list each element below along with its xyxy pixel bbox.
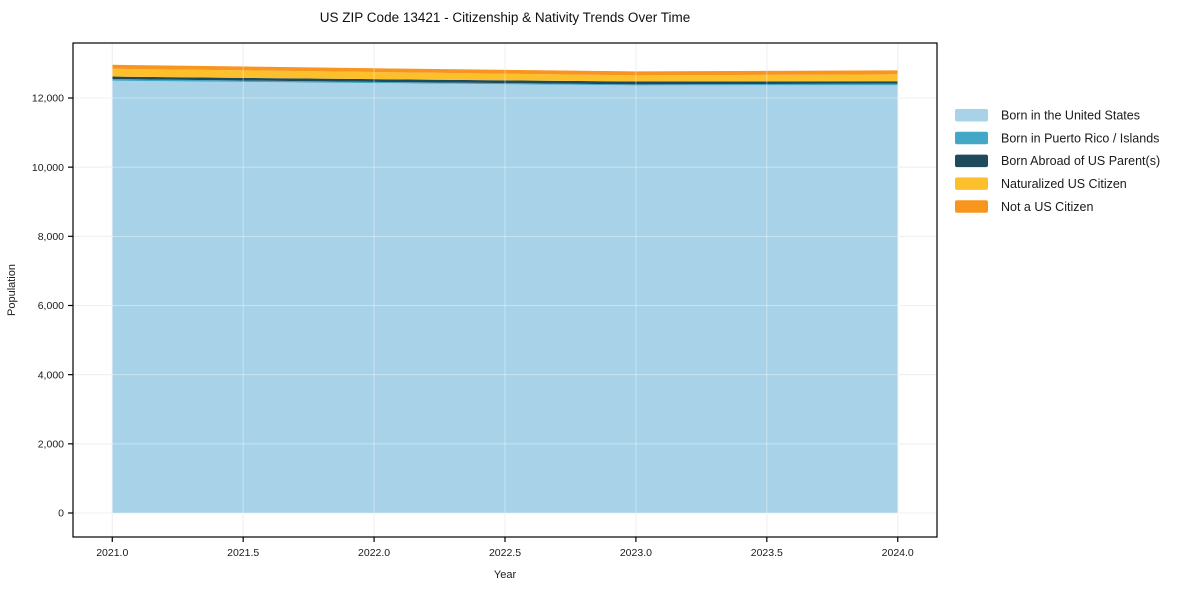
legend-label-naturalized-us-citizen: Naturalized US Citizen [1001, 177, 1127, 191]
x-tick-label: 2023.0 [620, 547, 652, 559]
x-tick-label: 2021.5 [227, 547, 259, 559]
y-tick-label: 2,000 [38, 439, 64, 451]
stacked-areas [112, 64, 898, 513]
y-tick-label: 8,000 [38, 231, 64, 243]
legend-item-born-in-the-united-states: Born in the United States [955, 109, 1140, 123]
x-tick-label: 2022.5 [489, 547, 521, 559]
x-tick-label: 2024.0 [882, 547, 914, 559]
x-axis-label: Year [494, 569, 517, 581]
gridlines-overlay [73, 43, 937, 537]
x-tick-label: 2023.5 [751, 547, 783, 559]
legend-label-born-in-the-united-states: Born in the United States [1001, 109, 1140, 123]
axis-ticks: 2021.0 2021.5 2022.0 2022.5 2023.0 2023.5 2024… [32, 93, 914, 559]
chart-legend: Born in the United States Born in Puerto … [955, 109, 1160, 214]
legend-swatch-born-abroad-of-us-parent-s [955, 154, 988, 168]
legend-item-born-in-puerto-rico-islands: Born in Puerto Rico / Islands [955, 131, 1159, 145]
y-tick-label: 4,000 [38, 369, 64, 381]
y-tick-label: 10,000 [32, 162, 64, 174]
legend-item-born-abroad-of-us-parent-s: Born Abroad of US Parent(s) [955, 154, 1160, 168]
y-tick-label: 12,000 [32, 93, 64, 105]
y-tick-label: 6,000 [38, 300, 64, 312]
chart-title: US ZIP Code 13421 - Citizenship & Nativi… [320, 10, 690, 25]
y-axis-label: Population [6, 264, 18, 316]
legend-swatch-not-a-us-citizen [955, 200, 988, 213]
legend-label-born-in-puerto-rico-islands: Born in Puerto Rico / Islands [1001, 131, 1159, 145]
x-tick-label: 2022.0 [358, 547, 390, 559]
legend-swatch-born-in-puerto-rico-islands [955, 131, 988, 145]
legend-item-naturalized-us-citizen: Naturalized US Citizen [955, 177, 1127, 191]
area-series-born-abroad-of-us-parent-s [112, 76, 898, 85]
area-series-born-in-the-united-states [112, 80, 898, 513]
legend-label-not-a-us-citizen: Not a US Citizen [1001, 200, 1093, 214]
area-series-born-in-puerto-rico-islands [112, 79, 898, 86]
legend-swatch-naturalized-us-citizen [955, 177, 988, 190]
legend-label-born-abroad-of-us-parent-s: Born Abroad of US Parent(s) [1001, 154, 1160, 168]
area-series-naturalized-us-citizen [112, 68, 898, 82]
legend-item-not-a-us-citizen: Not a US Citizen [955, 200, 1093, 214]
legend-swatch-born-in-the-united-states [955, 109, 988, 122]
y-tick-label: 0 [58, 508, 64, 520]
area-series-not-a-us-citizen [112, 64, 898, 76]
x-tick-label: 2021.0 [96, 547, 128, 559]
